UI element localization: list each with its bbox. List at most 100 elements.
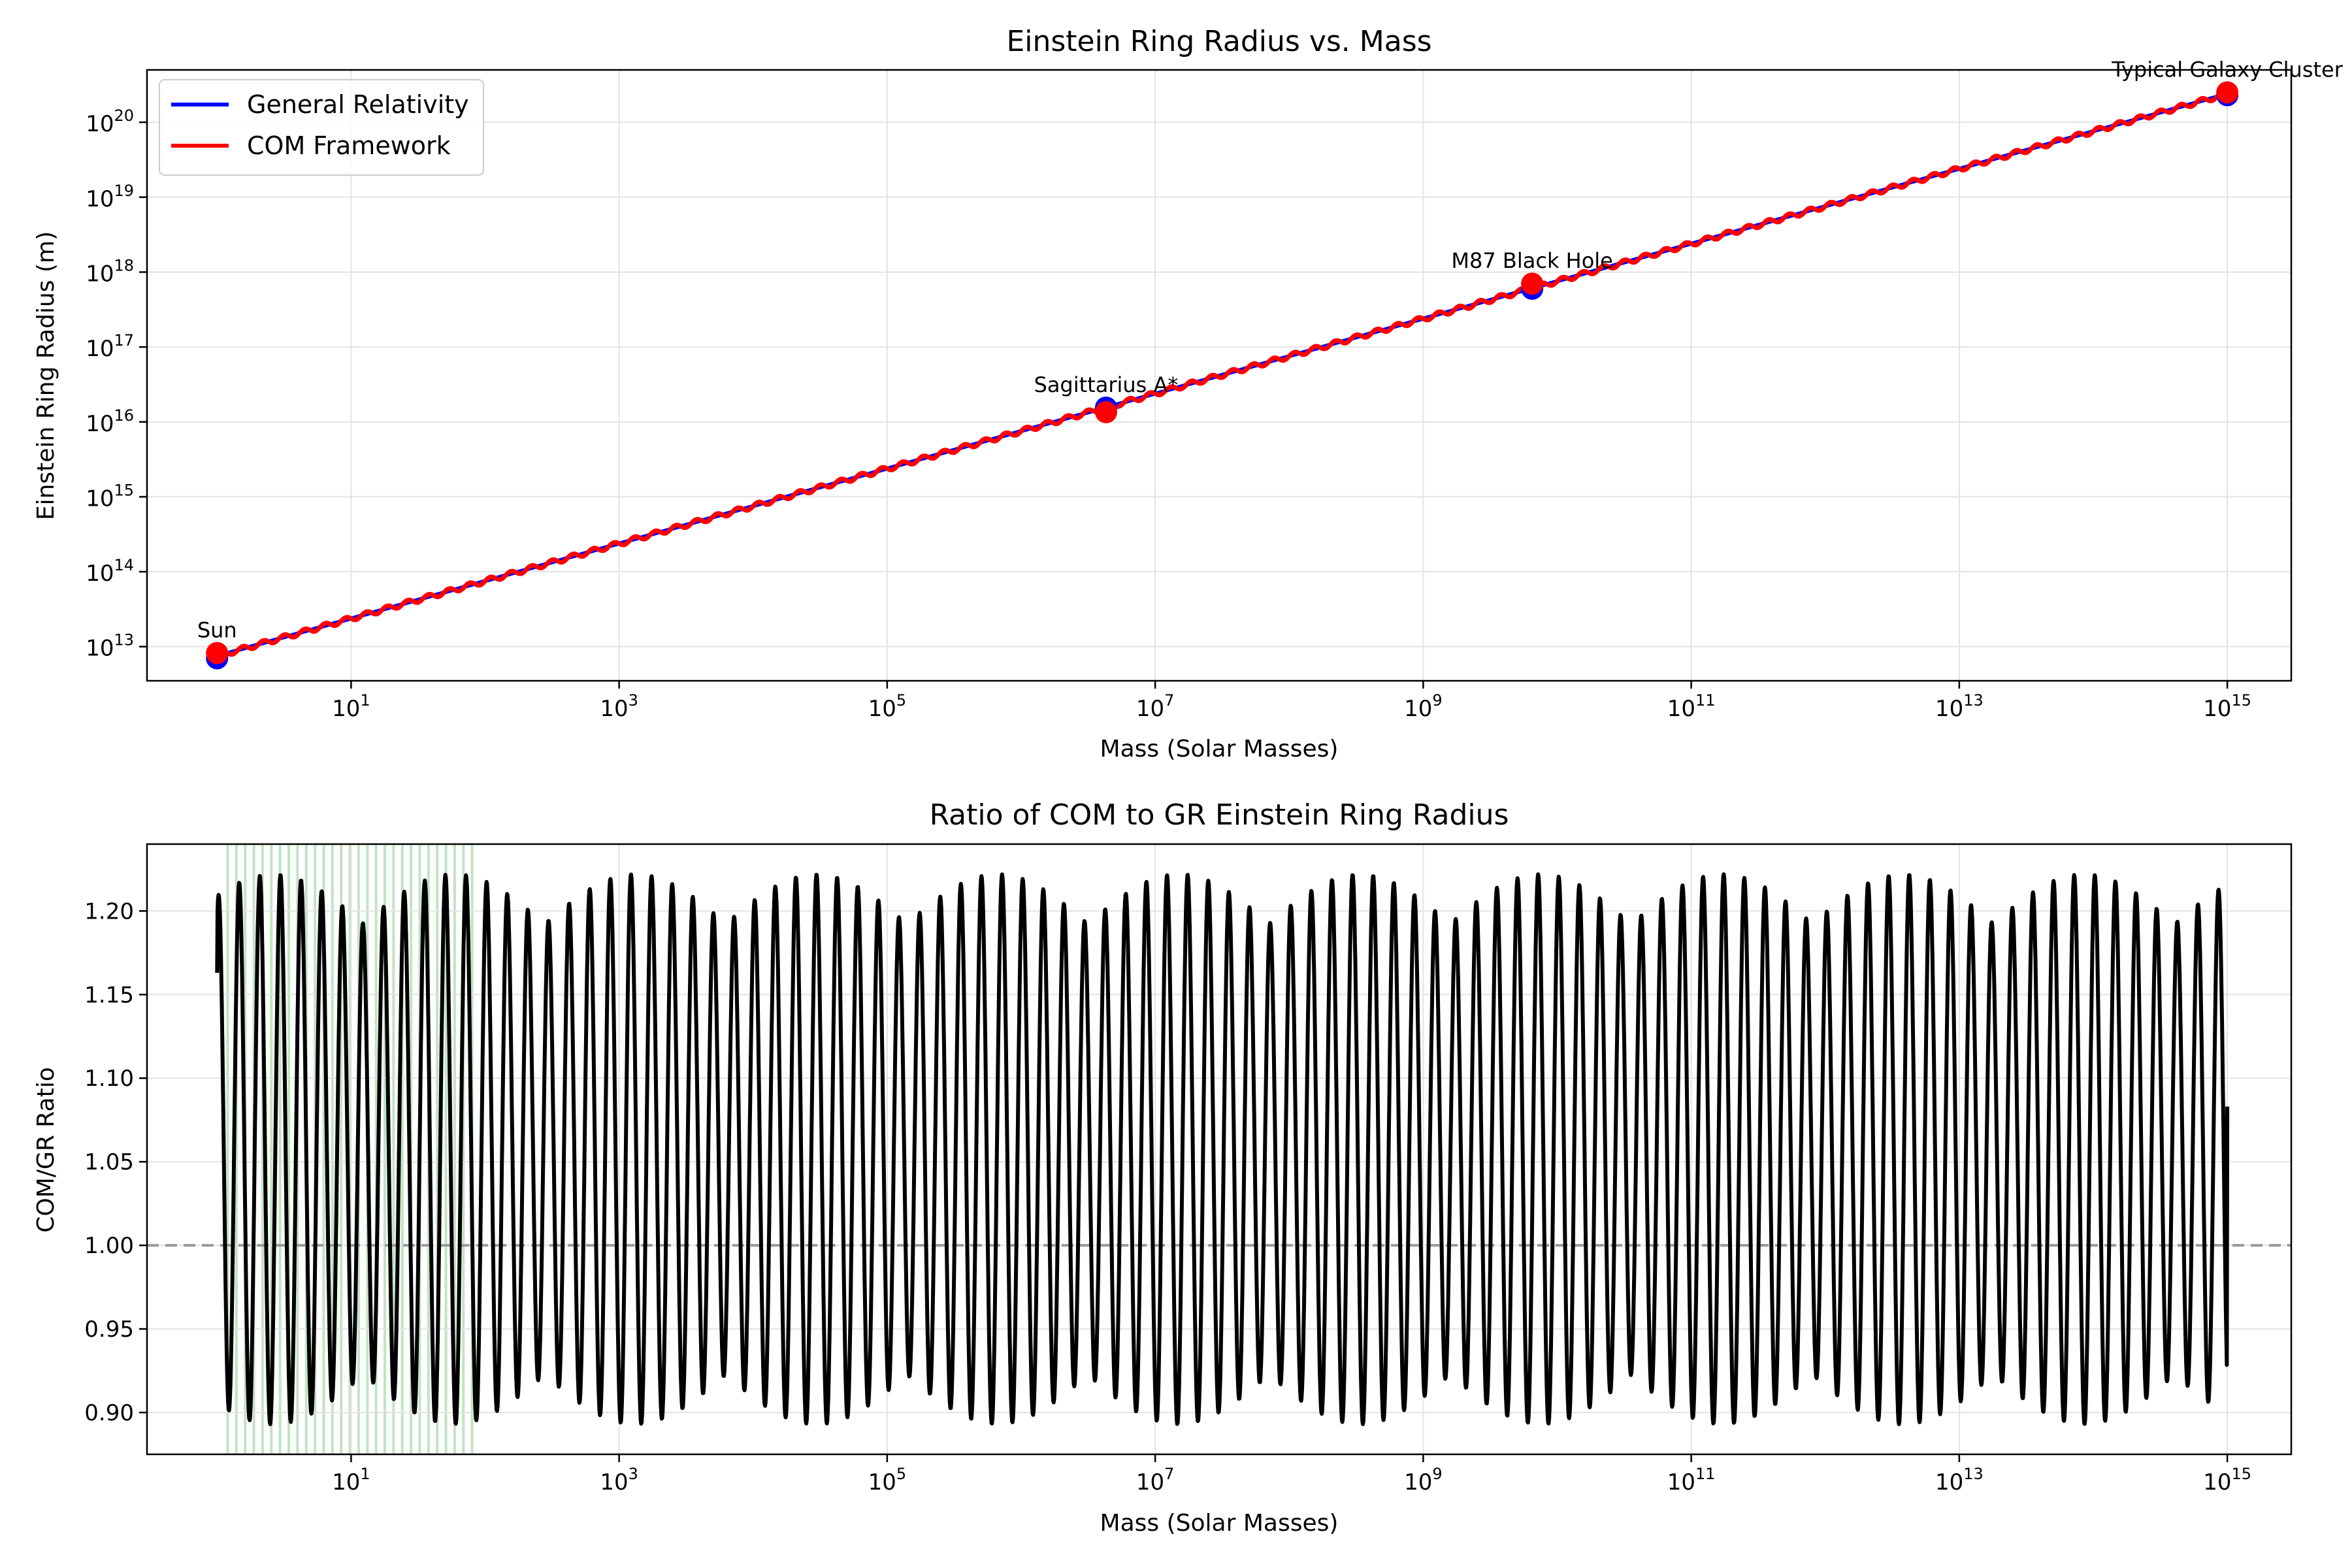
series-ratio xyxy=(215,872,2230,1426)
x-tick-label-base: 10 xyxy=(600,1469,628,1495)
y-tick-label: 1.10 xyxy=(84,1066,134,1092)
y-tick-label-base: 10 xyxy=(86,485,114,512)
x-tick-label: 101 xyxy=(332,1465,370,1495)
y-tick-label: 1016 xyxy=(86,406,134,437)
x-axis-ticks: 101 103 105 107 109 1011 1013 1015 xyxy=(332,681,2251,722)
y-tick-label-base: 10 xyxy=(86,411,114,437)
marker-com xyxy=(2216,81,2239,104)
x-tick-label: 1011 xyxy=(1667,1465,1716,1495)
x-tick-label-base: 10 xyxy=(868,1469,896,1495)
x-tick-label: 1015 xyxy=(2203,1465,2251,1495)
y-tick-label-exponent: 15 xyxy=(114,481,134,499)
y-tick-label: 1013 xyxy=(86,631,134,662)
y-tick-label: 1.15 xyxy=(84,982,134,1008)
x-tick-label: 109 xyxy=(1404,691,1443,722)
x-tick-label-base: 10 xyxy=(868,696,896,722)
x-tick-label-exponent: 7 xyxy=(1164,691,1174,710)
x-axis-label: Mass (Solar Masses) xyxy=(1100,736,1339,762)
x-tick-label-base: 10 xyxy=(1667,696,1695,722)
series-com-framework xyxy=(215,90,2229,658)
x-tick-label: 1013 xyxy=(1935,1465,1984,1495)
x-tick-label-exponent: 1 xyxy=(360,691,370,710)
x-tick-label-base: 10 xyxy=(332,696,360,722)
marker-label: Sagittarius A* xyxy=(1034,372,1179,397)
marker-com xyxy=(1094,400,1117,423)
x-tick-label: 105 xyxy=(868,1465,907,1495)
x-tick-label: 101 xyxy=(332,691,370,722)
y-tick-label-base: 10 xyxy=(86,561,114,587)
chart-title: Ratio of COM to GR Einstein Ring Radius xyxy=(930,798,1509,832)
legend-label-com: COM Framework xyxy=(247,131,451,160)
y-tick-label-exponent: 19 xyxy=(114,182,134,200)
x-tick-label-base: 10 xyxy=(600,696,628,722)
x-tick-label: 1011 xyxy=(1667,691,1716,722)
y-tick-label-base: 10 xyxy=(86,636,114,662)
x-tick-label-exponent: 13 xyxy=(1963,691,1984,710)
y-axis-ticks: 0.90 0.95 1.00 1.05 1.10 1.15 1.20 xyxy=(84,898,147,1426)
y-tick-label: 1.00 xyxy=(84,1233,134,1259)
marker-label: Sun xyxy=(197,618,237,643)
x-tick-label-base: 10 xyxy=(332,1469,360,1495)
x-tick-label: 109 xyxy=(1404,1465,1443,1495)
legend-label-gr: General Relativity xyxy=(247,90,469,119)
y-tick-label: 1015 xyxy=(86,481,134,512)
y-tick-label-base: 10 xyxy=(86,336,114,362)
highlight-markers xyxy=(206,81,2239,670)
y-tick-label-base: 10 xyxy=(86,261,114,287)
marker-label: M87 Black Hole xyxy=(1451,248,1612,273)
y-tick-label-exponent: 13 xyxy=(114,631,134,649)
x-tick-label: 103 xyxy=(600,1465,638,1495)
y-tick-label-exponent: 17 xyxy=(114,331,134,350)
x-tick-label-exponent: 3 xyxy=(629,691,638,710)
x-tick-label-base: 10 xyxy=(1404,1469,1432,1495)
y-tick-label: 1018 xyxy=(86,256,134,287)
plot-frame xyxy=(146,843,2293,1456)
series-lines xyxy=(215,90,2229,658)
y-tick-label-base: 10 xyxy=(86,111,114,137)
y-tick-label: 1.20 xyxy=(84,898,134,924)
y-tick-label-exponent: 14 xyxy=(114,556,134,574)
x-tick-label-exponent: 1 xyxy=(360,1465,370,1483)
y-tick-label: 1014 xyxy=(86,556,134,587)
y-tick-label-base: 10 xyxy=(86,186,114,212)
x-tick-label-exponent: 15 xyxy=(2231,691,2251,710)
legend: General Relativity COM Framework xyxy=(159,79,484,176)
y-tick-label-exponent: 18 xyxy=(114,256,134,274)
chart-einstein-radius: Einstein Ring Radius vs. Mass Sun Sagitta… xyxy=(33,25,2344,762)
x-tick-label-exponent: 5 xyxy=(896,691,906,710)
x-tick-label-exponent: 5 xyxy=(896,1465,906,1483)
x-tick-label-exponent: 11 xyxy=(1695,691,1716,710)
x-tick-label-base: 10 xyxy=(1404,696,1432,722)
x-tick-label-exponent: 13 xyxy=(1963,1465,1984,1483)
x-tick-label: 1013 xyxy=(1935,691,1984,722)
series-lines xyxy=(215,872,2230,1426)
x-tick-label: 107 xyxy=(1136,691,1175,722)
x-axis-label: Mass (Solar Masses) xyxy=(1100,1510,1339,1537)
y-tick-label: 0.95 xyxy=(84,1316,134,1343)
y-axis-label: Einstein Ring Radius (m) xyxy=(33,231,59,520)
y-tick-label: 0.90 xyxy=(84,1400,134,1426)
x-tick-label-base: 10 xyxy=(1667,1469,1695,1495)
y-axis-label: COM/GR Ratio xyxy=(33,1067,59,1232)
x-tick-label-base: 10 xyxy=(1136,696,1164,722)
grid xyxy=(147,70,2291,681)
y-tick-label: 1020 xyxy=(86,106,134,137)
y-tick-label: 1019 xyxy=(86,182,134,212)
x-tick-label-exponent: 11 xyxy=(1695,1465,1716,1483)
x-tick-label-base: 10 xyxy=(1935,696,1963,722)
x-tick-label-exponent: 7 xyxy=(1164,1465,1174,1483)
x-tick-label: 107 xyxy=(1136,1465,1175,1495)
marker-com xyxy=(1521,272,1544,295)
x-axis-ticks: 101 103 105 107 109 1011 1013 1015 xyxy=(332,1454,2251,1495)
y-tick-label: 1017 xyxy=(86,331,134,362)
plot-frame xyxy=(146,69,2293,682)
x-tick-label-exponent: 3 xyxy=(629,1465,638,1483)
x-tick-label-base: 10 xyxy=(1136,1469,1164,1495)
chart-ratio: Ratio of COM to GR Einstein Ring Radius … xyxy=(33,798,2293,1537)
x-tick-label-base: 10 xyxy=(1935,1469,1963,1495)
x-tick-label: 105 xyxy=(868,691,907,722)
x-tick-label-exponent: 9 xyxy=(1432,1465,1442,1483)
series-general-relativity xyxy=(216,91,2228,658)
marker-com xyxy=(206,642,229,664)
